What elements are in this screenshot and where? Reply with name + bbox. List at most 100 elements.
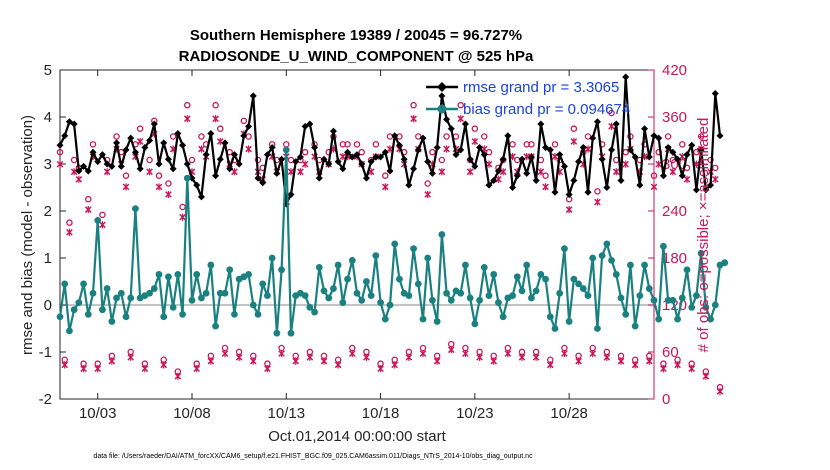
- assimilated-obs-marker: [84, 206, 92, 214]
- bias-point: [419, 315, 427, 323]
- assimilated-obs-marker: [70, 168, 78, 176]
- bias-point: [363, 278, 370, 285]
- rmse-point: [108, 162, 116, 170]
- bias-point: [579, 285, 587, 292]
- assimilated-obs-marker: [174, 372, 182, 380]
- assimilated-obs-marker: [645, 357, 653, 365]
- rmse-point: [466, 155, 474, 163]
- possible-obs-marker: [184, 101, 191, 109]
- rmse-point: [414, 146, 422, 154]
- bias-point: [66, 327, 73, 335]
- assimilated-obs-marker: [617, 357, 625, 365]
- rmse-point: [94, 158, 102, 166]
- rmse-point: [659, 172, 667, 180]
- assimilated-obs-marker: [622, 160, 630, 168]
- rmse-point: [532, 176, 540, 184]
- bias-point: [584, 292, 592, 299]
- bias-point: [570, 275, 578, 283]
- assimilated-obs-marker: [212, 115, 219, 123]
- possible-obs-marker: [344, 141, 351, 148]
- assimilated-obs-marker: [462, 349, 469, 358]
- rmse-point: [626, 146, 634, 154]
- bias-point: [645, 285, 653, 292]
- bias-point: [702, 303, 710, 311]
- rmse-point: [344, 148, 352, 156]
- bias-point: [183, 174, 191, 182]
- rmse-point: [75, 167, 83, 175]
- rmse-point: [598, 155, 606, 163]
- rmse-point: [263, 151, 271, 159]
- assimilated-obs-marker: [108, 357, 116, 365]
- assimilated-obs-marker: [433, 357, 441, 365]
- bias-point: [367, 292, 375, 299]
- bias-point: [188, 296, 196, 304]
- assimilated-obs-marker: [457, 115, 465, 123]
- rmse-point: [386, 167, 394, 175]
- rmse-point: [216, 155, 224, 163]
- bias-point: [443, 289, 450, 297]
- bias-point: [396, 275, 403, 283]
- assimilated-obs-marker: [542, 183, 549, 191]
- assimilated-obs-marker: [165, 190, 172, 199]
- rmse-point: [584, 188, 592, 196]
- bias-point: [707, 315, 714, 323]
- rmse-point: [702, 186, 710, 194]
- bias-point: [542, 275, 549, 283]
- bias-point: [249, 301, 257, 309]
- assimilated-obs-marker: [198, 145, 205, 153]
- y-right-tick-label: 420: [662, 62, 687, 79]
- assimilated-obs-marker: [297, 168, 304, 176]
- assimilated-obs-marker: [495, 175, 502, 183]
- bias-point: [344, 275, 351, 283]
- bias-point: [212, 322, 219, 330]
- bias-point: [598, 252, 606, 260]
- assimilated-obs-marker: [381, 183, 389, 191]
- rmse-point: [150, 120, 158, 128]
- assimilated-obs-marker: [127, 353, 135, 361]
- bias-point: [669, 296, 677, 304]
- possible-obs-marker: [410, 101, 417, 109]
- rmse-point: [169, 165, 177, 173]
- possible-obs-marker: [542, 172, 549, 179]
- rmse-point: [197, 193, 205, 201]
- y-right-tick-label: 240: [662, 203, 687, 220]
- possible-obs-marker: [113, 133, 120, 140]
- bias-point: [282, 146, 290, 154]
- possible-obs-marker: [570, 125, 578, 132]
- bias-point: [485, 292, 493, 299]
- assimilated-obs-marker: [61, 361, 69, 369]
- rmse-point: [249, 92, 257, 100]
- possible-obs-marker: [179, 203, 186, 211]
- rmse-point: [570, 176, 578, 184]
- assimilated-obs-marker: [334, 361, 342, 369]
- possible-obs-marker: [424, 180, 431, 187]
- bias-point: [528, 294, 535, 302]
- possible-obs-marker: [89, 141, 97, 148]
- bias-point: [495, 299, 502, 307]
- assimilated-obs-marker: [75, 175, 83, 183]
- bias-point: [721, 259, 729, 267]
- y-right-axis-label: # of obs: o=possible; ×=assimilated: [695, 118, 712, 353]
- possible-obs-marker: [217, 125, 224, 132]
- rmse-point: [230, 151, 238, 159]
- bias-point: [457, 289, 465, 297]
- bias-series-line: [58, 148, 726, 335]
- y-axis-ticks: -2 -1 0 1 2 3 4 5: [39, 62, 66, 408]
- assimilated-obs-marker: [443, 145, 450, 153]
- assimilated-obs-marker: [438, 168, 446, 176]
- rmse-point: [183, 160, 191, 168]
- rmse-point: [207, 129, 215, 137]
- bias-point: [146, 289, 153, 297]
- possible-obs-marker: [198, 133, 205, 140]
- assimilated-obs-marker: [348, 349, 356, 358]
- possible-obs-marker: [509, 141, 516, 148]
- bias-point: [150, 285, 158, 292]
- rmse-point: [367, 158, 375, 166]
- bias-point: [155, 271, 163, 278]
- assimilated-obs-marker: [594, 198, 601, 206]
- bias-point: [631, 322, 639, 330]
- assimilated-obs-marker: [424, 190, 432, 199]
- possible-obs-marker: [301, 148, 309, 156]
- rmse-point: [457, 146, 465, 154]
- rmse-point: [575, 158, 583, 166]
